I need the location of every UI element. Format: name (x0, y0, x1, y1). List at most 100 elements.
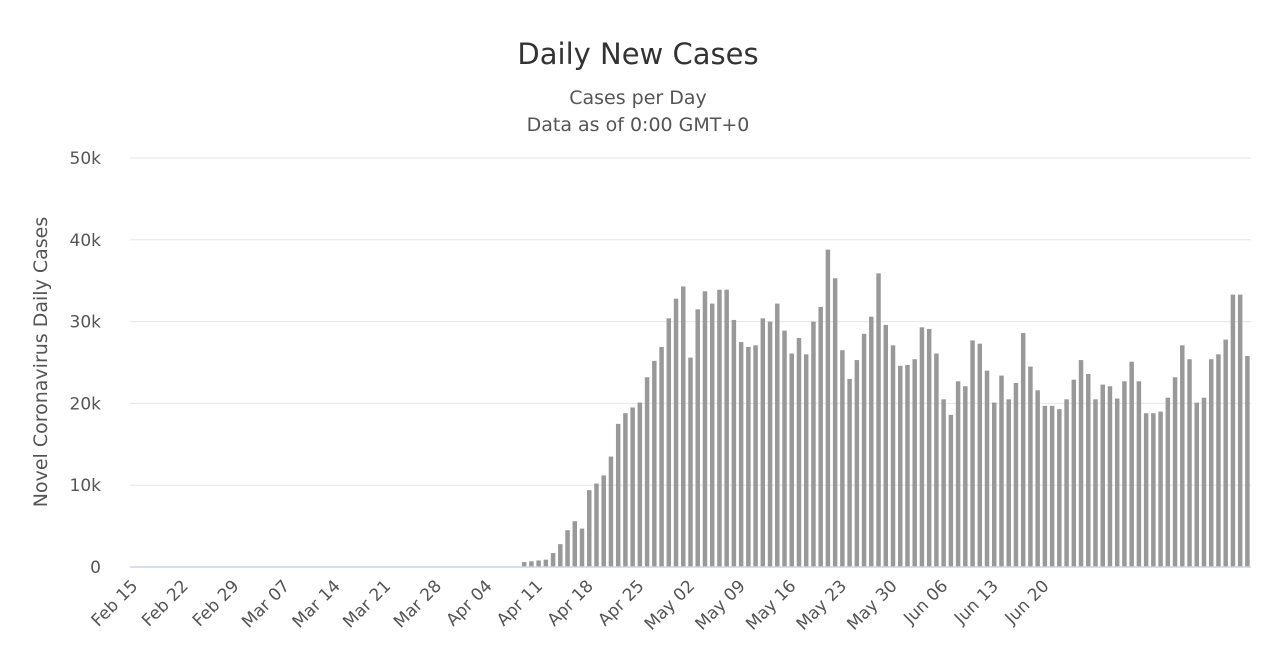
bar (1028, 366, 1033, 567)
bar (1020, 333, 1026, 567)
bar (876, 273, 881, 567)
bar (1158, 411, 1163, 567)
bar (883, 324, 889, 567)
bar (1201, 397, 1207, 567)
bar (992, 402, 997, 567)
bar (623, 413, 628, 567)
bar (681, 286, 686, 567)
y-tick-label: 0 (90, 558, 101, 578)
bar (558, 544, 563, 567)
bar (1064, 399, 1069, 567)
bar (796, 337, 802, 567)
bar (760, 318, 766, 567)
chart-subtitle-line-2: Data as of 0:00 GMT+0 (527, 114, 750, 136)
x-tick-label: Feb 22 (138, 576, 193, 631)
bar (1136, 381, 1142, 567)
bar (1013, 382, 1019, 567)
bar (1042, 405, 1048, 567)
bars (521, 249, 1250, 567)
bar (840, 350, 845, 567)
bar (999, 375, 1004, 567)
bar (1151, 413, 1156, 567)
bar (1006, 399, 1011, 567)
bar (847, 378, 852, 567)
bar (1208, 359, 1214, 567)
chart-subtitle-line-1: Cases per Day (569, 87, 707, 109)
bar (746, 346, 751, 567)
bar (1230, 294, 1236, 567)
bar (1187, 359, 1192, 567)
y-tick-label: 30k (70, 313, 102, 333)
y-tick-label: 50k (70, 149, 102, 169)
bar (615, 423, 621, 567)
bar (529, 561, 534, 567)
bar (926, 328, 932, 567)
y-tick-label: 20k (70, 394, 102, 414)
bar (673, 298, 679, 567)
bar (666, 318, 672, 567)
bar (970, 340, 975, 567)
bar (753, 345, 758, 567)
bar (1165, 397, 1171, 567)
y-tick-label: 40k (70, 231, 102, 251)
bar (724, 289, 729, 567)
x-tick-label: May 02 (641, 576, 699, 634)
bar (767, 321, 773, 567)
y-tick-label: 10k (70, 476, 102, 496)
bar (594, 483, 599, 567)
bar (644, 377, 650, 567)
bar (1180, 345, 1185, 567)
bar (1237, 294, 1243, 567)
x-tick-label: May 30 (843, 576, 901, 634)
bar (905, 364, 910, 567)
bar (659, 346, 664, 567)
bar (731, 319, 737, 567)
bar (803, 354, 809, 567)
bar (854, 360, 860, 567)
bar (1035, 390, 1040, 567)
bar (897, 365, 903, 567)
bar (869, 316, 874, 567)
y-axis-ticks: 0 10k 20k 30k 40k 50k (70, 149, 102, 578)
bar (1107, 386, 1113, 567)
bar (934, 353, 939, 567)
bar (1122, 381, 1127, 567)
x-tick-label: Apr 25 (594, 576, 648, 630)
x-tick-label: Mar 28 (390, 576, 446, 632)
bar (1216, 354, 1221, 567)
x-tick-label: Jun 20 (1001, 576, 1054, 629)
bar (984, 370, 990, 567)
x-tick-label: May 23 (793, 576, 851, 634)
bar (637, 402, 643, 567)
bar (630, 407, 635, 567)
bar (688, 357, 693, 567)
x-tick-label: Apr 18 (544, 576, 598, 630)
bar (1245, 355, 1250, 567)
bar (1049, 405, 1055, 567)
bar (543, 559, 549, 567)
x-tick-label: Jun 06 (899, 576, 952, 629)
bar (702, 291, 708, 567)
bar (941, 399, 946, 567)
bar (832, 278, 838, 567)
bar (825, 249, 831, 567)
bar (1223, 339, 1228, 567)
x-tick-label: Apr 04 (442, 576, 496, 630)
bar (1143, 413, 1149, 567)
bar (601, 475, 606, 567)
bar (1129, 361, 1134, 567)
x-tick-label: Jun 13 (950, 576, 1003, 629)
bar (919, 327, 925, 567)
bar (1086, 373, 1091, 567)
bar (536, 560, 541, 567)
bar (1057, 409, 1062, 567)
bar (890, 345, 896, 567)
x-tick-label: Mar 07 (238, 576, 294, 632)
bar (717, 289, 722, 567)
bar (861, 333, 867, 567)
bar (789, 353, 794, 567)
bar (579, 528, 585, 567)
gridlines (130, 157, 1251, 486)
